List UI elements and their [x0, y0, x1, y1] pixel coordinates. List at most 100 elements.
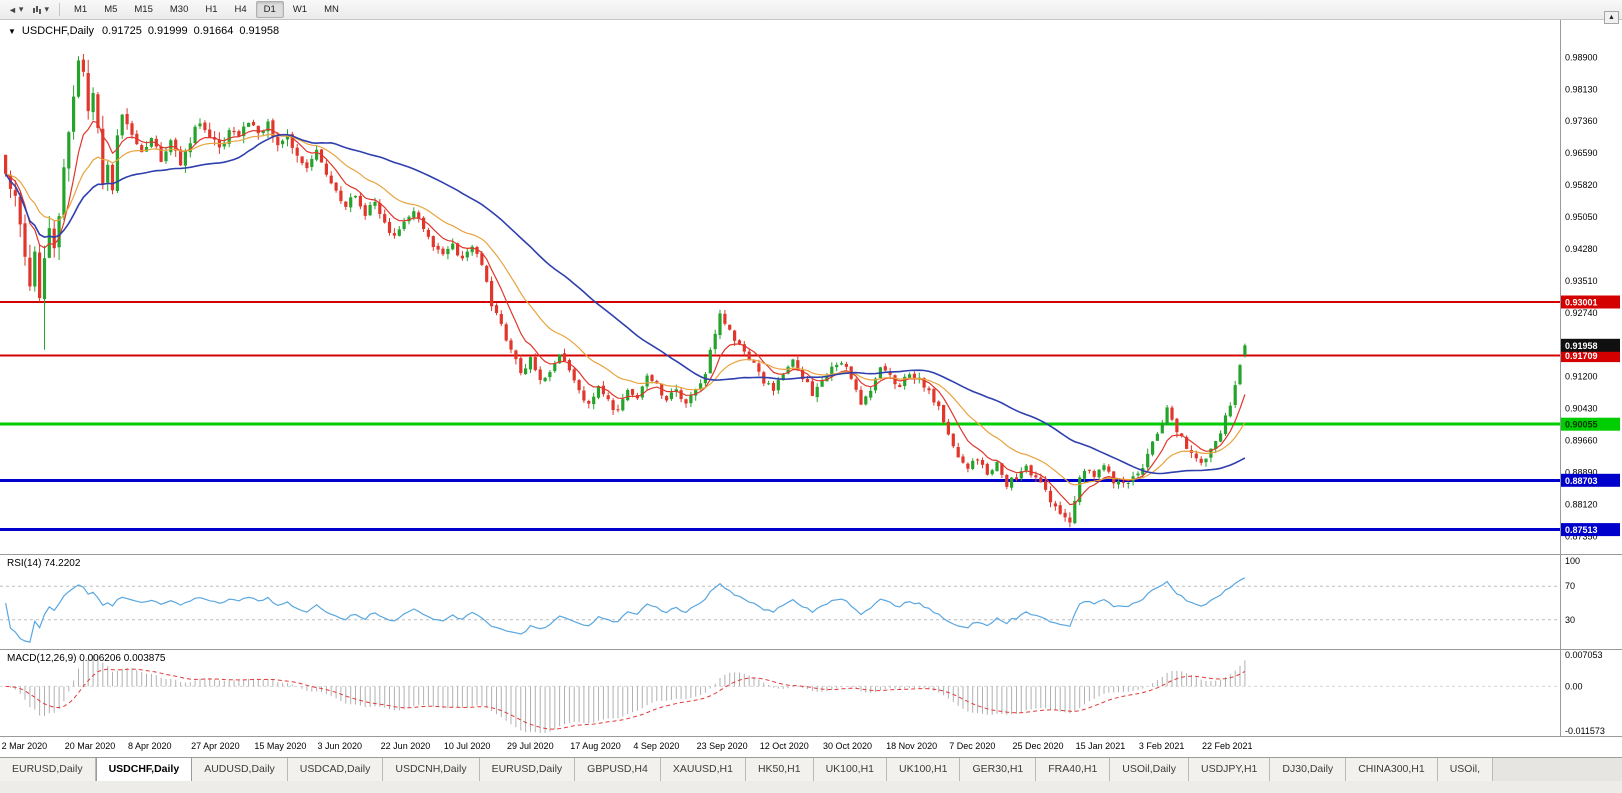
price-tag: 0.90055	[1561, 417, 1620, 431]
svg-text:30: 30	[1565, 615, 1575, 625]
moving-average-sma45	[4, 133, 1246, 475]
svg-text:18 Nov 2020: 18 Nov 2020	[886, 741, 937, 751]
svg-text:0.98900: 0.98900	[1565, 52, 1598, 62]
svg-text:0.95050: 0.95050	[1565, 212, 1598, 222]
timeframe-button-d1[interactable]: D1	[255, 1, 284, 18]
chart-tab-gbpusd-h4[interactable]: GBPUSD,H4	[575, 758, 661, 781]
chart-tab-usoil-daily[interactable]: USOil,Daily	[1110, 758, 1189, 781]
svg-text:0.007053: 0.007053	[1565, 650, 1603, 660]
macd-signal-line	[5, 668, 1246, 730]
svg-text:22 Jun 2020: 22 Jun 2020	[381, 741, 431, 751]
chart-tab-ger30-h1[interactable]: GER30,H1	[960, 758, 1037, 781]
svg-text:0.90055: 0.90055	[1565, 420, 1598, 430]
timeframe-button-m1[interactable]: M1	[73, 4, 88, 15]
svg-text:0.94280: 0.94280	[1565, 244, 1598, 254]
svg-text:4 Sep 2020: 4 Sep 2020	[633, 741, 679, 751]
svg-text:0.91200: 0.91200	[1565, 372, 1598, 382]
svg-text:8 Apr 2020: 8 Apr 2020	[128, 741, 172, 751]
timeframe-button-w1[interactable]: W1	[292, 4, 308, 15]
scroll-left-button[interactable]: ◄ ▾	[4, 3, 27, 16]
rsi-indicator-label: RSI(14) 74.2202	[7, 558, 81, 569]
timeframe-button-m15[interactable]: M15	[134, 4, 153, 15]
svg-text:0.90430: 0.90430	[1565, 404, 1598, 414]
svg-text:23 Sep 2020: 23 Sep 2020	[697, 741, 748, 751]
chart-tab-china300-h1[interactable]: CHINA300,H1	[1346, 758, 1438, 781]
svg-text:3 Feb 2021: 3 Feb 2021	[1139, 741, 1185, 751]
left-arrow-icon: ◄	[8, 4, 17, 15]
candlestick-series	[4, 54, 1247, 528]
caret-down-icon: ▾	[44, 4, 49, 14]
svg-text:0.87350: 0.87350	[1565, 531, 1598, 541]
svg-text:3 Jun 2020: 3 Jun 2020	[318, 741, 363, 751]
toolbar-separator	[58, 3, 60, 16]
chart-tab-audusd-daily[interactable]: AUDUSD,Daily	[192, 758, 288, 781]
chart-tab-uk100-h1[interactable]: UK100,H1	[887, 758, 961, 781]
horizontal-lines[interactable]	[0, 301, 1560, 532]
chart-tab-usoil-[interactable]: USOil,	[1437, 758, 1494, 781]
tab-bar-filler	[1493, 758, 1622, 781]
chart-header-close: 0.91958	[239, 25, 280, 37]
svg-text:12 Oct 2020: 12 Oct 2020	[760, 741, 809, 751]
svg-text:0.95820: 0.95820	[1565, 180, 1598, 190]
svg-text:0.91958: 0.91958	[1565, 341, 1598, 351]
timeframe-button-mn[interactable]: MN	[324, 4, 339, 15]
chart-tab-usdcad-daily[interactable]: USDCAD,Daily	[287, 758, 384, 781]
chart-tab-usdcnh-daily[interactable]: USDCNH,Daily	[383, 758, 480, 781]
chart-header: ▼ USDCHF,Daily 0.91725 0.91999 0.91664 0…	[8, 25, 279, 37]
svg-text:29 Jul 2020: 29 Jul 2020	[507, 741, 554, 751]
chart-tab-eurusd-daily[interactable]: EURUSD,Daily	[0, 758, 96, 781]
svg-text:2 Mar 2020: 2 Mar 2020	[2, 741, 48, 751]
scroll-up-button[interactable]: ▲	[1604, 11, 1619, 24]
chart-tab-dj30-daily[interactable]: DJ30,Daily	[1270, 758, 1347, 781]
svg-text:-0.011573: -0.011573	[1565, 726, 1605, 736]
timeframe-button-h1[interactable]: H1	[205, 4, 218, 15]
top-toolbar: ◄ ▾ ▾ M1 M5 M15 M30 H1 H4 D1 W1 MN	[0, 0, 1622, 20]
chart-tab-usdchf-daily[interactable]: USDCHF,Daily	[95, 758, 193, 781]
svg-text:0.98130: 0.98130	[1565, 84, 1598, 94]
date-axis-labels: 2 Mar 2020 20 Mar 2020 8 Apr 2020 27 Apr 20…	[2, 741, 1253, 751]
chart-tab-eurusd-daily[interactable]: EURUSD,Daily	[479, 758, 576, 781]
svg-text:0.88703: 0.88703	[1565, 476, 1598, 486]
svg-text:15 May 2020: 15 May 2020	[254, 741, 306, 751]
chart-canvas[interactable]: 0.98900 0.98130 0.97360 0.96590 0.95820 0.950…	[0, 20, 1622, 757]
svg-text:0.89660: 0.89660	[1565, 436, 1598, 446]
chart-tab-hk50-h1[interactable]: HK50,H1	[745, 758, 814, 781]
timeframe-button-h4[interactable]: H4	[234, 4, 247, 15]
chart-tab-usdjpy-h1[interactable]: USDJPY,H1	[1188, 758, 1271, 781]
chart-tab-fra40-h1[interactable]: FRA40,H1	[1036, 758, 1111, 781]
chart-header-symbol: USDCHF,Daily	[21, 25, 95, 37]
svg-text:20 Mar 2020: 20 Mar 2020	[65, 741, 116, 751]
collapse-icon[interactable]: ▼	[8, 26, 16, 36]
price-tag: 0.88703	[1561, 473, 1620, 487]
svg-text:0.91709: 0.91709	[1565, 351, 1598, 361]
svg-text:0.87513: 0.87513	[1565, 525, 1598, 535]
chart-tab-xauusd-h1[interactable]: XAUUSD,H1	[660, 758, 746, 781]
svg-text:25 Dec 2020: 25 Dec 2020	[1012, 741, 1063, 751]
price-tag: 0.91958	[1561, 338, 1620, 352]
chart-header-low: 0.91664	[193, 25, 234, 37]
caret-down-icon: ▾	[18, 4, 24, 14]
timeframe-button-m30[interactable]: M30	[169, 4, 189, 15]
moving-average-ema20	[5, 133, 1246, 486]
svg-text:0.96590: 0.96590	[1565, 148, 1598, 158]
svg-text:17 Aug 2020: 17 Aug 2020	[570, 741, 621, 751]
timeframe-button-m5[interactable]: M5	[104, 4, 118, 15]
svg-text:7 Dec 2020: 7 Dec 2020	[949, 741, 995, 751]
macd-indicator-label: MACD(12,26,9) 0.006206 0.003875	[7, 653, 166, 664]
chart-type-button[interactable]: ▾	[28, 3, 53, 16]
svg-text:0.93510: 0.93510	[1565, 276, 1598, 286]
chart-header-open: 0.91725	[102, 25, 142, 37]
window-bottom-strip	[0, 781, 1622, 793]
svg-text:0.00: 0.00	[1565, 681, 1583, 691]
svg-text:15 Jan 2021: 15 Jan 2021	[1076, 741, 1126, 751]
svg-text:10 Jul 2020: 10 Jul 2020	[444, 741, 491, 751]
chart-area[interactable]: 0.98900 0.98130 0.97360 0.96590 0.95820 0.950…	[0, 20, 1622, 757]
triangle-up-icon: ▲	[1608, 14, 1615, 21]
timeframe-buttons: M1 M5 M15 M30 H1 H4 D1 W1 MN	[66, 1, 347, 18]
svg-text:0.88120: 0.88120	[1565, 500, 1598, 510]
chart-tab-uk100-h1[interactable]: UK100,H1	[813, 758, 888, 781]
svg-text:22 Feb 2021: 22 Feb 2021	[1202, 741, 1253, 751]
chart-header-high: 0.91999	[147, 25, 188, 37]
svg-text:70: 70	[1565, 581, 1575, 591]
svg-text:0.93001: 0.93001	[1565, 298, 1598, 308]
